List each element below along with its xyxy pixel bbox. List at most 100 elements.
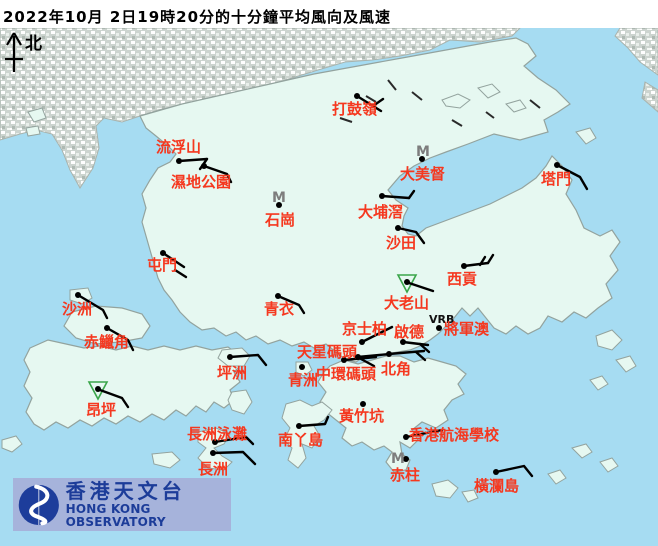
station-dot (296, 423, 302, 429)
station-label: 天星碼頭 (297, 343, 358, 361)
station-dot (359, 339, 365, 345)
wind-barb (356, 352, 392, 359)
station-star-ferry: 天星碼頭 (297, 343, 378, 368)
station-label: 香港航海學校 (409, 426, 500, 444)
station-waglan-island: 橫瀾島 (474, 464, 534, 495)
station-dot (201, 163, 207, 169)
station-dot (176, 158, 182, 164)
station-dot (386, 351, 392, 357)
wind-barb (177, 157, 209, 163)
wind-barb (355, 94, 383, 113)
wind-barb (211, 450, 257, 466)
station-label: 塔門 (541, 170, 571, 188)
station-kings-park: 京士柏 (342, 320, 394, 345)
wind-barb (401, 340, 430, 347)
station-label: 赤鱲角 (84, 333, 129, 351)
north-arrow: 北 (5, 32, 42, 72)
station-peng-chau: 坪洲 (217, 353, 268, 382)
wind-barb (173, 268, 188, 279)
hko-name-english: HONG KONG OBSERVATORY (65, 501, 166, 529)
station-label: 長洲 (198, 460, 228, 478)
coast-rock-marks (339, 79, 541, 127)
station-dot (299, 364, 305, 370)
station-label: 昂坪 (86, 401, 116, 419)
wind-barb (396, 226, 426, 245)
wind-barb (161, 251, 186, 269)
station-dot (461, 263, 467, 269)
wind-barb (555, 163, 589, 191)
station-sai-kung: 西貢 (447, 253, 495, 288)
wind-barb (213, 435, 255, 446)
wind-barb (360, 325, 394, 344)
wind-barb (371, 97, 385, 108)
wind-barb (276, 294, 306, 315)
station-label: 青衣 (264, 300, 294, 318)
station-sha-tin: 沙田 (386, 225, 426, 252)
missing-data-marker: M (391, 451, 405, 467)
station-dot (275, 293, 281, 299)
station-dot (160, 250, 166, 256)
station-label: 中環碼頭 (316, 365, 377, 383)
station-dot (75, 292, 81, 298)
station-cheung-chau-beach: 長洲泳灘 (187, 425, 255, 446)
station-label: 坪洲 (217, 364, 247, 382)
station-tai-po-kau: 大埔滘 (358, 189, 416, 221)
wind-barb (297, 415, 330, 428)
station-dot (400, 339, 406, 345)
station-label: 沙洲 (62, 300, 92, 318)
wind-barb (407, 281, 435, 293)
station-north-point: 北角 (381, 349, 427, 378)
station-label: 青洲 (288, 371, 318, 389)
station-label: 南丫島 (278, 431, 323, 449)
station-tates-cairn: 大老山 (384, 274, 435, 312)
station-dot (403, 434, 409, 440)
station-stanley: M赤柱 (390, 451, 420, 484)
station-label: 打鼓嶺 (332, 100, 377, 118)
hko-name-chinese: 香港天文台 (65, 478, 186, 503)
wind-barb (380, 194, 411, 200)
wind-barb (418, 342, 431, 354)
station-dot (212, 439, 218, 445)
wind-barb (407, 189, 416, 200)
station-central-pier: 中環碼頭 (316, 352, 392, 383)
station-tap-mun: 塔門 (541, 162, 589, 191)
station-shek-kong: M 石崗 (264, 190, 295, 229)
station-hk-sea-school: 香港航海學校 (403, 426, 500, 444)
station-wetland-park: 濕地公園 (171, 163, 233, 191)
station-dot (419, 156, 425, 162)
station-dot (95, 386, 101, 392)
wind-barb (228, 353, 268, 367)
urban-area-northeast (614, 27, 658, 113)
station-dot (210, 450, 216, 456)
station-label: 長洲泳灘 (187, 425, 247, 443)
station-label: 屯門 (147, 256, 177, 274)
wind-barb (414, 350, 427, 362)
station-dot (379, 193, 385, 199)
station-label: 北角 (381, 360, 411, 378)
station-dot (227, 354, 233, 360)
station-label: 京士柏 (342, 320, 387, 338)
wind-barb (486, 253, 495, 265)
station-label: 大埔滘 (358, 203, 403, 221)
station-tsing-yi: 青衣 (264, 293, 306, 318)
wind-barb (105, 326, 135, 352)
land-lantau-island (23, 339, 243, 431)
land-new-territories (139, 37, 621, 363)
wind-barb (359, 357, 376, 368)
station-label: 將軍澳 (444, 320, 490, 338)
station-label: 濕地公園 (171, 173, 231, 191)
station-label: 流浮山 (156, 138, 201, 156)
station-dot (436, 325, 442, 331)
station-wong-chuk-hang: 黃竹坑 (339, 401, 384, 425)
missing-data-marker: M (416, 144, 430, 160)
station-kai-tak: 啟德 (394, 323, 431, 354)
station-label: 赤柱 (390, 466, 420, 484)
station-dot (276, 202, 282, 208)
station-label: 黃竹坑 (339, 407, 384, 425)
station-chek-lap-kok: 赤鱲角 (84, 325, 135, 352)
page-title: 2022年10月 2日19時20分的十分鐘平均風向及風速 (0, 0, 658, 28)
